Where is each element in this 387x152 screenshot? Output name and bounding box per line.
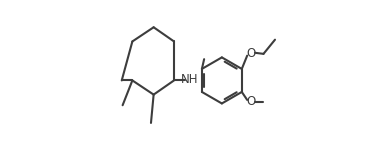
Text: O: O [247,47,256,60]
Text: O: O [247,95,256,108]
Text: NH: NH [181,73,199,86]
